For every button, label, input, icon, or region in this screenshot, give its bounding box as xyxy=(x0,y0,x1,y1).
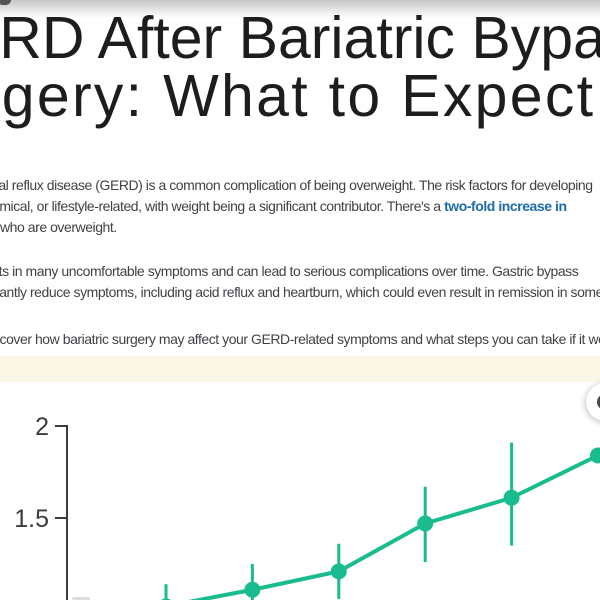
paragraph2-line2: icantly reduce symptoms, including acid … xyxy=(0,284,600,300)
chart-action-button[interactable] xyxy=(586,383,600,421)
y-axis-tick-label: 2 xyxy=(35,413,49,441)
paragraph2-line1: lts in many uncomfortable symptoms and c… xyxy=(0,263,579,279)
section-divider-band xyxy=(0,356,600,382)
chart-svg: 21.5 xyxy=(14,413,600,600)
data-point-marker xyxy=(330,563,347,580)
page-title-line1: GERD After Bariatric Bypass xyxy=(0,5,600,71)
data-point-marker xyxy=(503,489,520,506)
two-fold-increase-link[interactable]: two-fold increase in xyxy=(444,198,567,214)
data-point-marker xyxy=(417,515,434,532)
paragraph1-line2: emical, or lifestyle-related, with weigh… xyxy=(0,196,567,217)
data-point-marker xyxy=(244,581,261,598)
cropped-corner-element xyxy=(0,0,11,5)
chart-figure: 2 1.5 xyxy=(0,382,600,600)
axis-label-fragment xyxy=(72,597,90,600)
series-line xyxy=(188,453,600,600)
paragraph1-line1: eal reflux disease (GERD) is a common co… xyxy=(0,177,593,193)
y-axis-tick-label: 1.5 xyxy=(14,505,49,533)
action-dot-icon xyxy=(597,394,600,410)
header-shadow xyxy=(0,0,600,20)
page-title-line2: Surgery: What to Expect xyxy=(0,63,596,129)
paragraph1-line3: who are overweight. xyxy=(0,219,117,235)
paragraph3-line1: scover how bariatric surgery may affect … xyxy=(0,331,600,347)
data-point-marker xyxy=(590,447,600,464)
paragraph1-line2-text: emical, or lifestyle-related, with weigh… xyxy=(0,198,445,214)
